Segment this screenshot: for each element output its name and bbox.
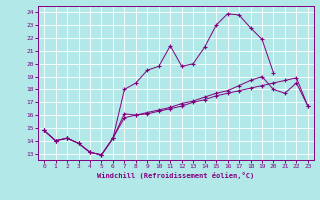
X-axis label: Windchill (Refroidissement éolien,°C): Windchill (Refroidissement éolien,°C) xyxy=(97,172,255,179)
